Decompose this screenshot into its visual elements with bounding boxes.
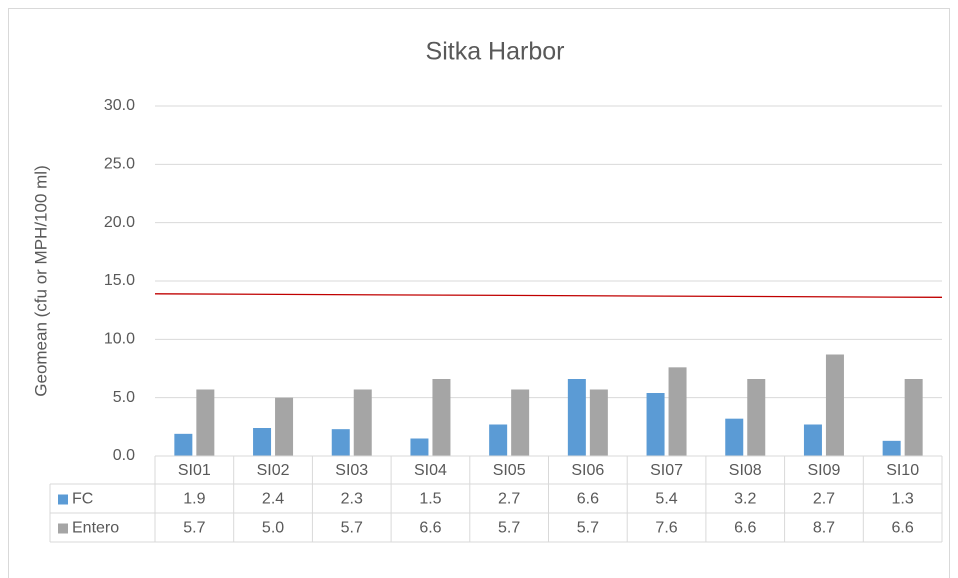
x-tick-label: SI07	[650, 462, 683, 479]
y-tick-label: 20.0	[104, 214, 135, 231]
bar	[511, 389, 530, 456]
table-value: 5.7	[341, 520, 363, 537]
legend-label: Entero	[72, 520, 119, 537]
bar	[489, 424, 508, 456]
bar	[904, 379, 923, 456]
table-value: 7.6	[655, 520, 677, 537]
legend-key	[58, 523, 68, 534]
table-value: 1.5	[419, 491, 441, 508]
bar	[668, 367, 687, 456]
table-value: 5.0	[262, 520, 284, 537]
table-value: 2.3	[341, 491, 363, 508]
bar	[410, 438, 429, 456]
x-tick-label: SI05	[493, 462, 526, 479]
x-tick-label: SI02	[257, 462, 290, 479]
bar	[432, 379, 451, 456]
table-value: 1.9	[183, 491, 205, 508]
legend-label: FC	[72, 491, 93, 508]
bar	[646, 393, 665, 456]
bar	[803, 424, 822, 456]
chart-title: Sitka Harbor	[426, 38, 565, 66]
table-value: 5.7	[183, 520, 205, 537]
table-value: 5.7	[577, 520, 599, 537]
table-value: 2.7	[813, 491, 835, 508]
x-tick-label: SI10	[886, 462, 919, 479]
legend-key	[58, 494, 68, 505]
y-tick-label: 5.0	[113, 389, 135, 406]
y-tick-label: 15.0	[104, 272, 135, 289]
table-value: 6.6	[892, 520, 914, 537]
table-value: 6.6	[734, 520, 756, 537]
bar	[882, 440, 901, 456]
table-value: 5.7	[498, 520, 520, 537]
bar	[747, 379, 766, 456]
y-axis-title: Geomean (cfu or MPH/100 ml)	[31, 165, 50, 396]
y-tick-label: 10.0	[104, 331, 135, 348]
bar	[567, 379, 586, 456]
x-tick-label: SI04	[414, 462, 447, 479]
bar	[275, 397, 294, 456]
table-value: 3.2	[734, 491, 756, 508]
x-tick-label: SI06	[571, 462, 604, 479]
y-tick-label: 30.0	[104, 97, 135, 114]
x-tick-label: SI01	[178, 462, 211, 479]
bar	[253, 428, 272, 456]
y-tick-label: 0.0	[113, 447, 135, 464]
x-tick-label: SI03	[335, 462, 368, 479]
bar	[589, 389, 608, 456]
bar	[353, 389, 372, 456]
bar	[174, 433, 193, 456]
bar	[825, 354, 844, 456]
table-value: 5.4	[655, 491, 677, 508]
x-tick-label: SI08	[729, 462, 762, 479]
bar	[196, 389, 215, 456]
table-value: 6.6	[419, 520, 441, 537]
table-value: 2.7	[498, 491, 520, 508]
bar	[725, 418, 744, 456]
chart-border	[8, 8, 950, 578]
table-value: 6.6	[577, 491, 599, 508]
table-value: 2.4	[262, 491, 284, 508]
bar	[331, 429, 350, 456]
reference-line	[154, 293, 943, 298]
table-value: 1.3	[892, 491, 914, 508]
x-tick-label: SI09	[807, 462, 840, 479]
table-value: 8.7	[813, 520, 835, 537]
y-tick-label: 25.0	[104, 156, 135, 173]
